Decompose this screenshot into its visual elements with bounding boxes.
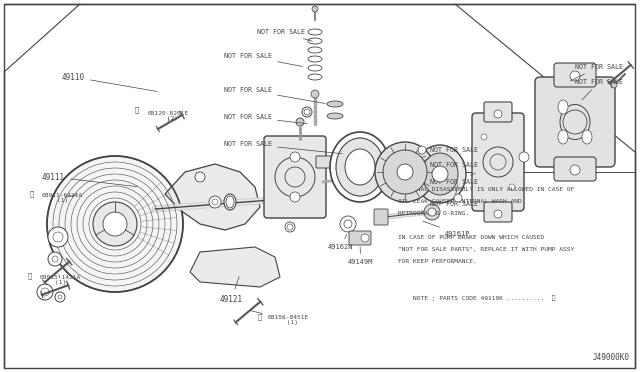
Text: NOT FOR SALE: NOT FOR SALE	[570, 64, 623, 81]
Circle shape	[570, 165, 580, 175]
Ellipse shape	[345, 149, 375, 185]
Circle shape	[296, 118, 304, 126]
Text: Ⓑ: Ⓑ	[135, 107, 140, 113]
Text: 49121: 49121	[220, 277, 243, 304]
Circle shape	[494, 210, 502, 218]
Circle shape	[209, 196, 221, 208]
Circle shape	[428, 208, 436, 216]
Circle shape	[47, 156, 183, 292]
Ellipse shape	[414, 145, 466, 203]
Circle shape	[611, 82, 617, 88]
Text: NOT FOR SALE: NOT FOR SALE	[224, 114, 307, 124]
Text: 08911-6421A
    (1): 08911-6421A (1)	[42, 193, 83, 203]
Circle shape	[48, 227, 68, 247]
FancyBboxPatch shape	[484, 102, 512, 122]
Text: IN CASE OF PUMP BRAKE DOWN WHICH CAUSED: IN CASE OF PUMP BRAKE DOWN WHICH CAUSED	[398, 235, 544, 240]
Circle shape	[375, 142, 435, 202]
FancyBboxPatch shape	[484, 202, 512, 222]
FancyBboxPatch shape	[535, 77, 615, 167]
Circle shape	[37, 284, 53, 300]
Text: NOT FOR SALE: NOT FOR SALE	[224, 53, 302, 67]
FancyBboxPatch shape	[554, 157, 596, 181]
Text: OIL LEAK CAUSED INTERNAL WASH AND: OIL LEAK CAUSED INTERNAL WASH AND	[398, 199, 522, 204]
Circle shape	[383, 150, 427, 194]
Polygon shape	[190, 247, 280, 287]
Circle shape	[509, 184, 515, 190]
Circle shape	[55, 292, 65, 302]
Ellipse shape	[558, 130, 568, 144]
Circle shape	[285, 222, 295, 232]
Text: NOT FOR SALE: NOT FOR SALE	[430, 185, 478, 207]
Text: 49149M: 49149M	[348, 247, 374, 265]
Circle shape	[418, 146, 426, 154]
Circle shape	[454, 194, 462, 202]
Text: Ⓝ: Ⓝ	[30, 191, 35, 197]
Ellipse shape	[558, 100, 568, 114]
Text: J49000K0: J49000K0	[593, 353, 630, 362]
Text: NOT FOR SALE: NOT FOR SALE	[224, 141, 342, 154]
FancyBboxPatch shape	[554, 63, 596, 87]
Text: 49110: 49110	[62, 73, 157, 92]
Circle shape	[311, 90, 319, 98]
Text: 08915-1421A
    (1): 08915-1421A (1)	[40, 275, 81, 285]
Ellipse shape	[327, 101, 343, 107]
Circle shape	[195, 172, 205, 182]
Text: Ⓦ: Ⓦ	[28, 273, 32, 279]
Circle shape	[494, 110, 502, 118]
Circle shape	[424, 204, 440, 220]
Ellipse shape	[330, 132, 390, 202]
Circle shape	[103, 212, 127, 236]
Circle shape	[302, 107, 312, 117]
FancyBboxPatch shape	[472, 113, 524, 211]
Ellipse shape	[224, 194, 236, 210]
Circle shape	[93, 202, 137, 246]
Polygon shape	[165, 164, 260, 230]
Circle shape	[290, 152, 300, 162]
Text: 49111: 49111	[42, 173, 137, 187]
Text: 49162N: 49162N	[328, 234, 353, 250]
Text: NOT FOR SALE: NOT FOR SALE	[224, 87, 325, 103]
FancyBboxPatch shape	[374, 209, 388, 225]
Text: 49161P: 49161P	[422, 221, 470, 237]
Circle shape	[48, 252, 62, 266]
Ellipse shape	[582, 130, 592, 144]
Circle shape	[312, 6, 318, 12]
Circle shape	[290, 192, 300, 202]
Circle shape	[481, 134, 487, 140]
Circle shape	[519, 152, 529, 162]
FancyBboxPatch shape	[264, 136, 326, 218]
Text: NOT FOR SALE: NOT FOR SALE	[413, 147, 478, 159]
FancyBboxPatch shape	[316, 156, 336, 168]
FancyBboxPatch shape	[349, 231, 371, 245]
Text: INTERNAL DISASSEMBLY IS ONLY ALLOWED IN CASE OF: INTERNAL DISASSEMBLY IS ONLY ALLOWED IN …	[398, 187, 574, 192]
Circle shape	[361, 234, 369, 242]
Text: "NOT FOR SALE PARTS", REPLACE IT WITH PUMP ASSY: "NOT FOR SALE PARTS", REPLACE IT WITH PU…	[398, 247, 574, 252]
Text: 08156-8451E
     (1): 08156-8451E (1)	[251, 311, 309, 326]
Ellipse shape	[422, 153, 458, 195]
Text: Ⓑ: Ⓑ	[258, 314, 262, 320]
Circle shape	[397, 164, 413, 180]
Text: NOT FOR SALE: NOT FOR SALE	[257, 29, 312, 41]
Ellipse shape	[336, 138, 384, 196]
Circle shape	[432, 166, 448, 182]
Text: NOT FOR SALE: NOT FOR SALE	[430, 162, 478, 172]
Circle shape	[340, 216, 356, 232]
Text: 08120-8201E
     (2): 08120-8201E (2)	[148, 110, 189, 121]
Text: FOR KEEP PERFORMANCE.: FOR KEEP PERFORMANCE.	[398, 259, 477, 264]
Ellipse shape	[327, 113, 343, 119]
Circle shape	[570, 71, 580, 81]
Text: RETROGRADED O-RING.: RETROGRADED O-RING.	[398, 211, 469, 216]
Text: NOT FOR SALE: NOT FOR SALE	[430, 173, 478, 185]
Text: NOT FOR SALE: NOT FOR SALE	[575, 79, 623, 100]
Circle shape	[224, 196, 236, 208]
Text: NOTE ; PARTS CODE 49110K ..........  Ⓐ: NOTE ; PARTS CODE 49110K .......... Ⓐ	[413, 295, 556, 301]
